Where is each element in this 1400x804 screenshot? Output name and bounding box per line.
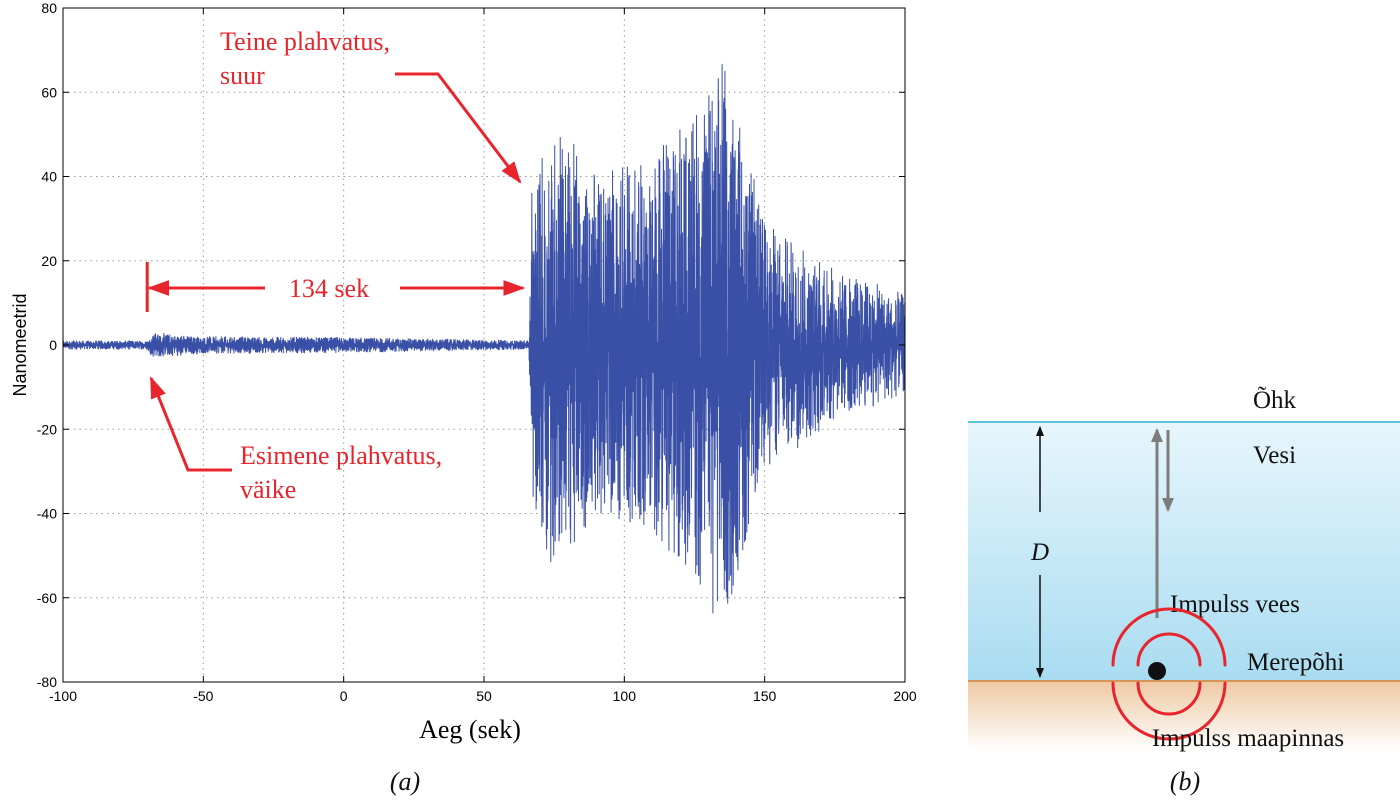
- blast-waves: [1111, 607, 1227, 741]
- second-blast-label-line1: Teine plahvatus,: [220, 27, 390, 56]
- pulse-ground-label: Impulss maapinnas: [1152, 725, 1344, 752]
- seismogram-chart: -100 -50 0 50 100 150 200 -80 -60 -40 -20 0 20 40 60 8…: [10, 0, 917, 796]
- interval-label: 134 sek: [289, 274, 369, 303]
- y-axis-label: Nanomeetrid: [10, 293, 30, 396]
- y-tick-label-1: -60: [37, 590, 57, 606]
- second-blast-label-line2: suur: [220, 61, 265, 90]
- x-axis-label: Aeg (sek): [419, 715, 521, 744]
- blast-diagram: Õhk Vesi D Impulss vees Merepõhi Impulss…: [968, 386, 1400, 796]
- x-tick-label-1: -50: [193, 688, 213, 704]
- x-tick-label-5: 150: [753, 688, 777, 704]
- wave-down-outer: [1111, 681, 1227, 741]
- ground-region: [968, 681, 1400, 751]
- annotation-first-blast: Esimene plahvatus, väike: [149, 376, 442, 504]
- y-tick-label-0: -80: [37, 674, 57, 690]
- first-blast-arrow: [149, 376, 232, 472]
- y-tick-label-7: 60: [41, 84, 57, 100]
- seabed-label: Merepõhi: [1247, 649, 1344, 676]
- y-tick-label-8: 80: [41, 0, 57, 16]
- annotation-second-blast: Teine plahvatus, suur: [220, 27, 522, 184]
- depth-label: D: [1030, 539, 1049, 566]
- second-blast-arrow: [395, 72, 522, 184]
- y-tick-label-5: 20: [41, 253, 57, 269]
- annotation-interval: 134 sek: [145, 262, 526, 312]
- axis-ticks: [62, 7, 906, 683]
- y-tick-label-3: -20: [37, 421, 57, 437]
- wave-down-inner: [1136, 681, 1202, 716]
- first-blast-label-line2: väike: [240, 475, 296, 504]
- caption-b: (b): [1170, 767, 1200, 796]
- y-tick-label-4: 0: [49, 337, 57, 353]
- first-blast-label-line1: Esimene plahvatus,: [240, 441, 442, 470]
- y-tick-label-6: 40: [41, 169, 57, 185]
- x-tick-label-0: -100: [49, 688, 77, 704]
- caption-a: (a): [390, 767, 420, 796]
- x-tick-label-2: 0: [340, 688, 348, 704]
- y-tick-labels: -80 -60 -40 -20 0 20 40 60 80: [37, 0, 57, 690]
- x-tick-labels: -100 -50 0 50 100 150 200: [49, 688, 917, 704]
- air-label: Õhk: [1253, 386, 1297, 414]
- water-label: Vesi: [1253, 442, 1296, 469]
- x-tick-label-6: 200: [893, 688, 917, 704]
- wave-up-outer: [1111, 607, 1227, 667]
- seismic-signal-line: [62, 63, 906, 614]
- wave-up-inner: [1136, 632, 1202, 667]
- y-tick-label-2: -40: [37, 506, 57, 522]
- x-tick-label-3: 50: [476, 688, 492, 704]
- x-tick-label-4: 100: [613, 688, 637, 704]
- blast-source-dot: [1148, 662, 1166, 680]
